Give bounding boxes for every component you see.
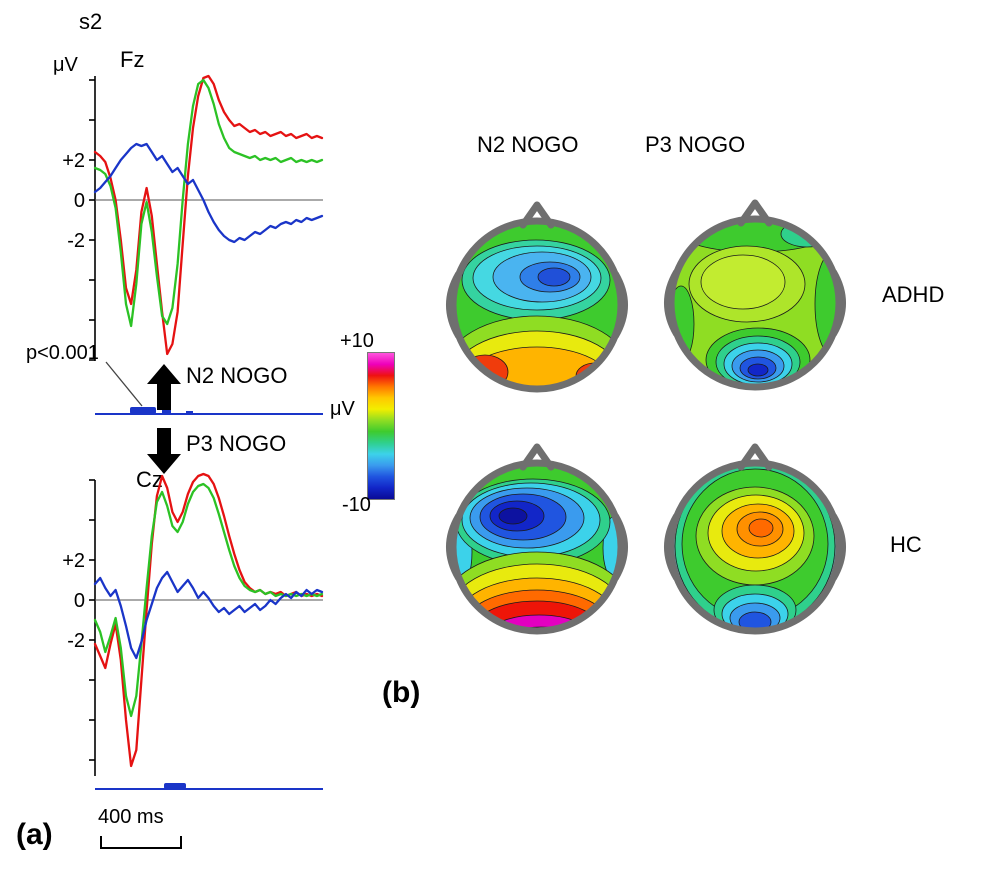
column-header-p3-nogo: P3 NOGO xyxy=(645,132,746,157)
y-unit-label-top: μV xyxy=(53,54,78,76)
row-label-hc: HC xyxy=(890,532,922,557)
significance-trace-p3 xyxy=(95,783,323,790)
n2-up-arrow-icon xyxy=(147,364,181,410)
n2-nogo-label: N2 NOGO xyxy=(186,363,288,388)
panel-b-label: (b) xyxy=(382,676,421,709)
svg-text:0: 0 xyxy=(74,190,85,212)
erp-plot-cz: +2 0 -2 xyxy=(62,472,324,776)
significance-trace-n2 xyxy=(95,407,323,415)
erp-plot-fz: +2 0 -2 xyxy=(62,74,324,361)
colorbar-min-label: -10 xyxy=(342,494,371,516)
significance-cluster xyxy=(130,407,156,414)
row-label-adhd: ADHD xyxy=(882,282,945,307)
svg-text:+2: +2 xyxy=(62,550,85,572)
topomap-hc-n2-nogo xyxy=(446,443,628,635)
svg-text:0: 0 xyxy=(74,590,85,612)
subject-label: s2 xyxy=(79,9,103,34)
colorbar-max-label: +10 xyxy=(340,330,374,352)
significance-cluster xyxy=(162,410,171,414)
significance-cluster xyxy=(164,783,186,789)
colorbar xyxy=(367,352,395,500)
colorbar-unit-label: μV xyxy=(330,398,355,420)
svg-text:+2: +2 xyxy=(62,150,85,172)
topomap-adhd-p3-nogo xyxy=(664,199,846,391)
column-header-n2-nogo: N2 NOGO xyxy=(477,132,579,157)
p3-nogo-label: P3 NOGO xyxy=(186,431,287,456)
site-label-fz: Fz xyxy=(120,47,145,72)
timescale-bracket xyxy=(100,836,182,849)
p-value-label: p<0.001 xyxy=(26,342,99,364)
topomap-adhd-n2-nogo xyxy=(446,201,628,393)
p3-down-arrow-icon xyxy=(147,428,181,474)
significance-cluster xyxy=(186,411,193,414)
p-value-connector-line xyxy=(105,361,143,407)
panel-a-label: (a) xyxy=(16,818,53,851)
svg-text:-2: -2 xyxy=(67,630,85,652)
svg-text:-2: -2 xyxy=(67,230,85,252)
timescale-label: 400 ms xyxy=(98,806,164,828)
topomap-hc-p3-nogo xyxy=(664,443,846,635)
